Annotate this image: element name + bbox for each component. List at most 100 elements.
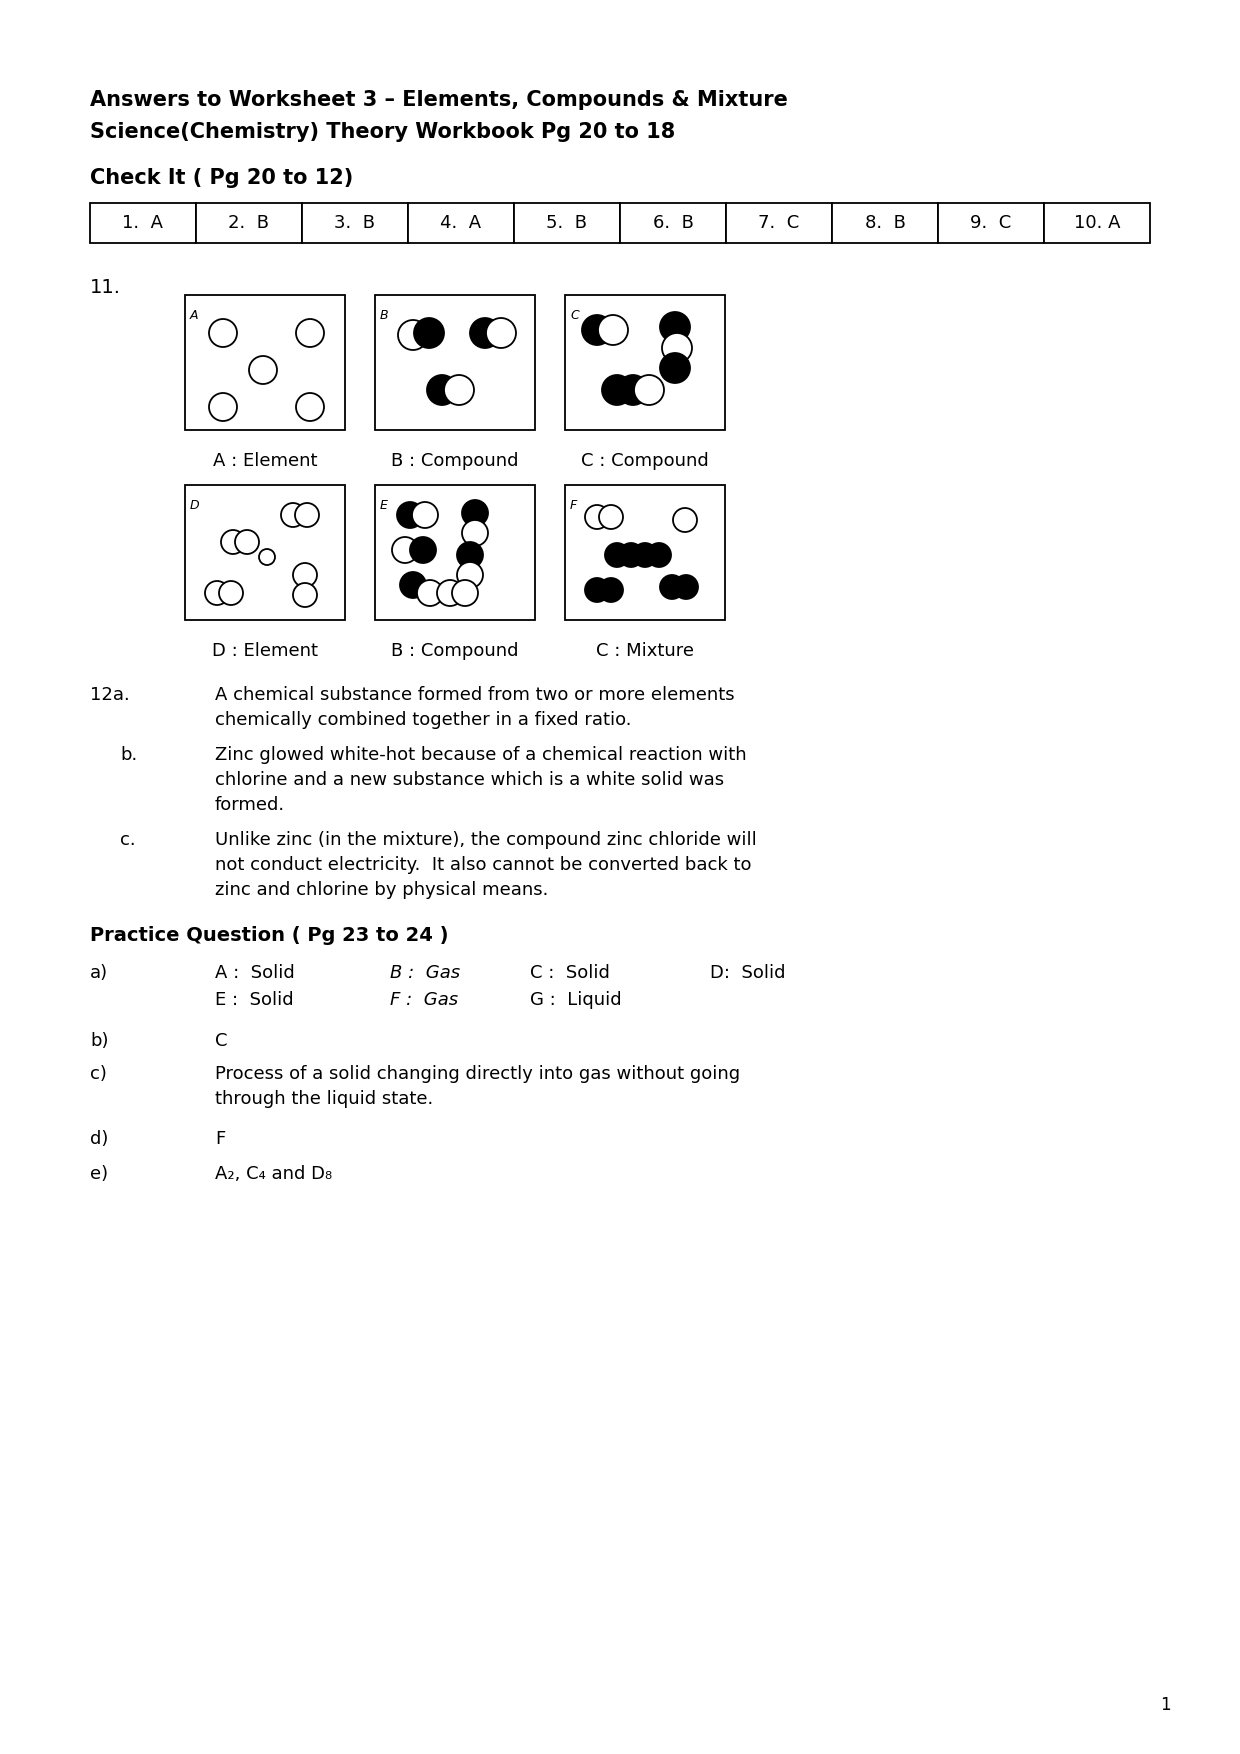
- Circle shape: [585, 505, 609, 530]
- Text: 8.  B: 8. B: [864, 214, 905, 232]
- Text: 7.  C: 7. C: [759, 214, 800, 232]
- Text: chlorine and a new substance which is a white solid was: chlorine and a new substance which is a …: [215, 772, 724, 789]
- Circle shape: [417, 581, 443, 605]
- Text: C: C: [215, 1031, 227, 1051]
- Circle shape: [205, 581, 229, 605]
- Text: c.: c.: [120, 831, 135, 849]
- Circle shape: [632, 544, 657, 567]
- Circle shape: [210, 393, 237, 421]
- Circle shape: [458, 542, 484, 568]
- Circle shape: [634, 375, 663, 405]
- Text: C : Compound: C : Compound: [582, 453, 709, 470]
- Text: not conduct electricity.  It also cannot be converted back to: not conduct electricity. It also cannot …: [215, 856, 751, 873]
- Text: a): a): [91, 965, 108, 982]
- Bar: [91, 203, 196, 244]
- Text: c): c): [91, 1065, 107, 1082]
- Bar: [374, 486, 534, 619]
- Text: C: C: [570, 309, 579, 323]
- Circle shape: [444, 375, 474, 405]
- Text: A: A: [190, 309, 198, 323]
- Bar: [303, 203, 408, 244]
- Circle shape: [249, 356, 277, 384]
- Bar: [374, 295, 534, 430]
- Circle shape: [401, 572, 427, 598]
- Text: Science(Chemistry) Theory Workbook Pg 20 to 18: Science(Chemistry) Theory Workbook Pg 20…: [91, 123, 676, 142]
- Text: D:  Solid: D: Solid: [711, 965, 785, 982]
- Circle shape: [660, 312, 689, 342]
- Text: e): e): [91, 1165, 108, 1182]
- Text: b): b): [91, 1031, 109, 1051]
- Text: 2.  B: 2. B: [228, 214, 269, 232]
- Circle shape: [412, 502, 438, 528]
- Circle shape: [458, 561, 484, 588]
- Circle shape: [463, 500, 489, 526]
- Bar: [185, 295, 345, 430]
- Circle shape: [673, 509, 697, 531]
- Circle shape: [436, 581, 463, 605]
- Text: 1: 1: [1159, 1696, 1171, 1714]
- Text: B : Compound: B : Compound: [392, 642, 518, 660]
- Text: C :  Solid: C : Solid: [529, 965, 610, 982]
- Text: d): d): [91, 1130, 108, 1149]
- Circle shape: [259, 549, 275, 565]
- Text: Process of a solid changing directly into gas without going: Process of a solid changing directly int…: [215, 1065, 740, 1082]
- Text: B :  Gas: B : Gas: [391, 965, 460, 982]
- Circle shape: [236, 530, 259, 554]
- Circle shape: [414, 317, 444, 347]
- Text: B: B: [379, 309, 388, 323]
- Text: B : Compound: B : Compound: [392, 453, 518, 470]
- Circle shape: [618, 375, 649, 405]
- Circle shape: [295, 503, 319, 526]
- Bar: [515, 203, 620, 244]
- Bar: [565, 486, 725, 619]
- Circle shape: [296, 319, 324, 347]
- Text: D : Element: D : Element: [212, 642, 317, 660]
- Text: 3.  B: 3. B: [335, 214, 376, 232]
- Bar: [565, 295, 725, 430]
- Text: A :  Solid: A : Solid: [215, 965, 295, 982]
- Text: A : Element: A : Element: [213, 453, 317, 470]
- Text: 10. A: 10. A: [1074, 214, 1120, 232]
- Bar: [1044, 203, 1149, 244]
- Bar: [196, 203, 303, 244]
- Circle shape: [392, 537, 418, 563]
- Text: Zinc glowed white-hot because of a chemical reaction with: Zinc glowed white-hot because of a chemi…: [215, 745, 746, 765]
- Circle shape: [296, 393, 324, 421]
- Text: chemically combined together in a fixed ratio.: chemically combined together in a fixed …: [215, 710, 631, 730]
- Circle shape: [619, 544, 644, 567]
- Text: Check It ( Pg 20 to 12): Check It ( Pg 20 to 12): [91, 168, 353, 188]
- Bar: [832, 203, 937, 244]
- Circle shape: [599, 505, 622, 530]
- Text: F: F: [570, 498, 578, 512]
- Text: D: D: [190, 498, 200, 512]
- Circle shape: [605, 544, 629, 567]
- Circle shape: [410, 537, 436, 563]
- Circle shape: [210, 319, 237, 347]
- Text: through the liquid state.: through the liquid state.: [215, 1089, 433, 1109]
- Circle shape: [470, 317, 500, 347]
- Circle shape: [582, 316, 613, 346]
- Circle shape: [293, 582, 317, 607]
- Text: 1.  A: 1. A: [123, 214, 164, 232]
- Circle shape: [660, 353, 689, 382]
- Circle shape: [486, 317, 516, 347]
- Circle shape: [453, 581, 477, 605]
- Text: G :  Liquid: G : Liquid: [529, 991, 621, 1009]
- Circle shape: [675, 575, 698, 600]
- Circle shape: [647, 544, 671, 567]
- Circle shape: [281, 503, 305, 526]
- Text: F: F: [215, 1130, 226, 1149]
- Bar: [185, 486, 345, 619]
- Circle shape: [219, 581, 243, 605]
- Circle shape: [397, 502, 423, 528]
- Text: F :  Gas: F : Gas: [391, 991, 458, 1009]
- Circle shape: [427, 375, 458, 405]
- Circle shape: [660, 575, 684, 600]
- Text: C : Mixture: C : Mixture: [596, 642, 694, 660]
- Circle shape: [599, 579, 622, 602]
- Text: formed.: formed.: [215, 796, 285, 814]
- Text: 12a.: 12a.: [91, 686, 130, 703]
- Circle shape: [463, 519, 489, 545]
- Bar: [937, 203, 1044, 244]
- Bar: [408, 203, 515, 244]
